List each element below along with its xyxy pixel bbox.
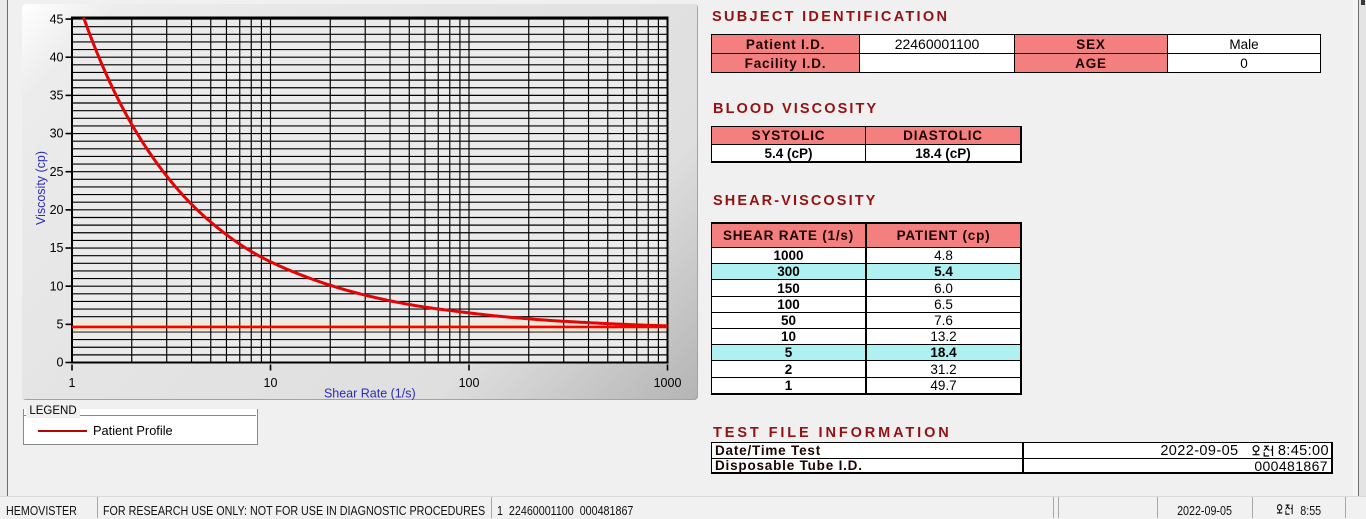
svg-text:25: 25	[50, 165, 64, 179]
svg-text:5: 5	[57, 318, 64, 332]
svg-text:40: 40	[50, 50, 64, 64]
svg-text:15: 15	[50, 241, 64, 255]
svg-text:0: 0	[57, 356, 64, 370]
svg-text:Shear Rate (1/s): Shear Rate (1/s)	[324, 387, 416, 401]
svg-text:1: 1	[69, 376, 76, 390]
svg-text:30: 30	[50, 127, 64, 141]
svg-text:45: 45	[50, 12, 64, 26]
svg-text:10: 10	[264, 376, 278, 390]
svg-text:Viscosity (cp): Viscosity (cp)	[34, 151, 48, 225]
svg-text:100: 100	[459, 376, 480, 390]
svg-text:20: 20	[50, 203, 64, 217]
svg-text:35: 35	[50, 89, 64, 103]
svg-text:10: 10	[50, 279, 64, 293]
svg-text:1000: 1000	[654, 376, 682, 390]
